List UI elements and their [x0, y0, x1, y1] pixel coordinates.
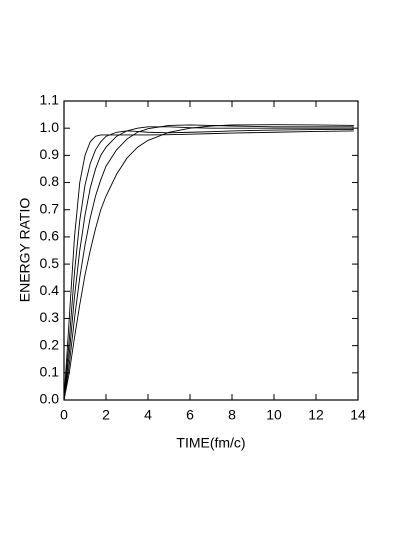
y-tick-label: 1.0 [40, 119, 60, 135]
x-tick-label: 2 [102, 407, 110, 423]
x-tick-label: 4 [144, 407, 152, 423]
y-tick-label: 0.6 [40, 228, 60, 244]
y-tick-label: 0.0 [40, 391, 60, 407]
line-series [63, 129, 354, 401]
x-axis-label: TIME(fm/c) [176, 435, 245, 451]
y-tick-label: 0.5 [40, 255, 60, 271]
y-tick-label: 0.9 [40, 146, 60, 162]
line-series [63, 126, 354, 401]
y-tick-label: 0.4 [40, 282, 60, 298]
line-series [63, 124, 354, 401]
y-axis-label: ENERGY RATIO [17, 198, 33, 303]
x-tick-label: 8 [228, 407, 236, 423]
line-series [63, 130, 354, 401]
x-tick-label: 10 [266, 407, 282, 423]
x-tick-label: 6 [186, 407, 194, 423]
y-tick-label: 0.1 [40, 364, 60, 380]
y-tick-label: 0.7 [40, 200, 60, 216]
y-tick-label: 1.1 [40, 92, 60, 108]
line-series [63, 124, 354, 401]
plot-frame [63, 100, 359, 401]
y-tick-label: 0.8 [40, 173, 60, 189]
x-tick-label: 0 [60, 407, 68, 423]
y-tick-label: 0.3 [40, 309, 60, 325]
x-tick-label: 12 [308, 407, 324, 423]
y-tick-label: 0.2 [40, 336, 60, 352]
x-tick-label: 14 [350, 407, 366, 423]
